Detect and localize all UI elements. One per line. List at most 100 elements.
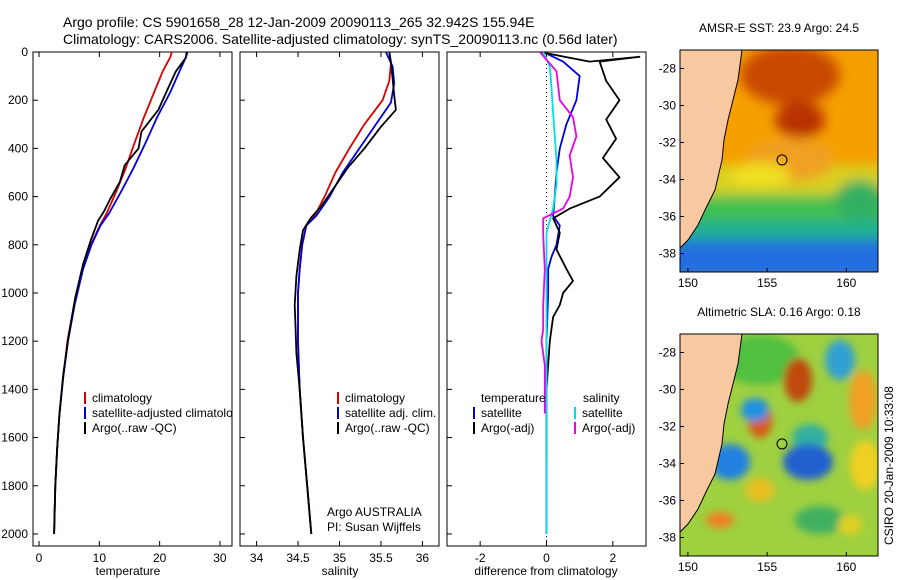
series-line-temperature-argo-adj-: [539, 52, 641, 462]
sst-blob-red1: [740, 50, 840, 105]
map-y-tick-label: -34: [659, 173, 677, 187]
sst-map-title: AMSR-E SST: 23.9 Argo: 24.5: [699, 21, 859, 35]
sla-map-field: [680, 334, 878, 556]
sla-blob-green2: [795, 506, 845, 534]
map-x-tick-label: 150: [678, 276, 698, 290]
map-x-tick-label: 155: [757, 560, 777, 574]
x-tick-label: 35.5: [369, 551, 393, 565]
sst-blob-yellow: [730, 163, 790, 187]
map-y-tick-label: -38: [659, 247, 677, 261]
y-tick-label: 600: [8, 190, 28, 204]
sst-blob-blue: [680, 240, 878, 272]
map-y-tick-label: -30: [659, 383, 677, 397]
series-line-temperature-satellite: [542, 52, 581, 534]
legend-head-temperature: temperature: [481, 391, 546, 405]
map-y-tick-label: -34: [659, 457, 677, 471]
temperature-legend: climatology satellite-adjusted climatolo…: [84, 391, 245, 435]
salinity-series: [293, 52, 397, 535]
sst-map-panel: AMSR-E SST: 23.9 Argo: 24.5 150 155 160 -28…: [659, 21, 879, 291]
argo-australia-label: Argo AUSTRALIA: [327, 505, 422, 519]
map-y-tick-label: -38: [659, 531, 677, 545]
difference-legend: temperature salinity satellite Argo(-adj…: [473, 391, 635, 435]
y-tick-label: 2000: [1, 527, 28, 541]
x-tick-label: 36: [416, 551, 430, 565]
sla-blob-yellow3: [838, 515, 862, 535]
sla-map-ticks: 150 155 160 -28 -30 -32 -34 -36 -38: [659, 346, 857, 575]
y-tick-label: 0: [21, 45, 28, 59]
x-tick-label: 10: [93, 551, 107, 565]
figure-title-line1: Argo profile: CS 5901658_28 12-Jan-2009 …: [63, 14, 534, 30]
map-x-tick-label: 160: [836, 276, 856, 290]
map-y-tick-label: -28: [659, 346, 677, 360]
sla-map-panel: Altimetric SLA: 0.16 Argo: 0.18: [659, 305, 879, 575]
y-tick-label: 1200: [1, 334, 28, 348]
map-y-tick-label: -32: [659, 136, 677, 150]
argo-position-marker: [776, 438, 788, 450]
x-tick-label: 20: [153, 551, 167, 565]
y-tick-label: 200: [8, 93, 28, 107]
legend-head-salinity: salinity: [583, 391, 620, 405]
sst-map-ticks: 150 155 160 -28 -30 -32 -34 -36 -38: [659, 62, 857, 291]
salinity-xlabel: salinity: [322, 564, 359, 578]
legend-label-climatology: climatology: [92, 391, 152, 405]
y-tick-label: 1800: [1, 479, 28, 493]
map-x-tick-label: 160: [836, 560, 856, 574]
temperature-xlabel: temperature: [96, 564, 161, 578]
sst-blob-green2: [835, 180, 878, 220]
y-tick-label: 1400: [1, 382, 28, 396]
legend-label-temp-argo: Argo(-adj): [481, 421, 534, 435]
salinity-legend: climatology satellite adj. clim. Argo(..…: [337, 391, 436, 435]
sst-blob-red2: [775, 102, 825, 138]
x-tick-label: 0: [543, 551, 550, 565]
sla-blob-blue1: [741, 398, 769, 422]
sla-blob-orange2: [706, 512, 734, 528]
sst-land-mass: [680, 50, 743, 249]
sla-blob-orange1: [849, 370, 877, 430]
legend-label-sal-argo: Argo(-adj): [582, 421, 635, 435]
salinity-panel: 34 34.5 35 35.5 36 salinity climatology sate…: [239, 51, 440, 578]
legend-label-argo: Argo(..raw -QC): [92, 421, 177, 435]
series-line-argo-raw-qc-: [293, 52, 397, 535]
depth-ticks: 0 200 400 600 800 1000 1200 1400 1600 1800 2000: [1, 45, 38, 541]
salinity-x-ticks: 34 34.5 35 35.5 36: [240, 51, 430, 565]
map-x-tick-label: 155: [757, 276, 777, 290]
x-tick-label: 34.5: [286, 551, 310, 565]
legend-label-argo: Argo(..raw -QC): [345, 421, 430, 435]
y-tick-label: 800: [8, 238, 28, 252]
sst-map-box: [679, 49, 879, 273]
legend-label-climatology: climatology: [345, 391, 405, 405]
sst-map-field: [680, 50, 878, 272]
sla-blobs: [706, 335, 878, 535]
legend-label-sal-satellite: satellite: [582, 406, 623, 420]
map-x-tick-label: 150: [678, 560, 698, 574]
series-line-argo-raw-qc-: [53, 52, 188, 535]
sla-map-box: [679, 333, 879, 557]
figure-title-line2: Climatology: CARS2006. Satellite-adjuste…: [63, 31, 618, 47]
sla-blob-yellow1: [850, 440, 878, 490]
sla-blob-blue2: [825, 340, 855, 380]
salinity-axes-box: [239, 51, 440, 547]
y-tick-label: 400: [8, 141, 28, 155]
map-y-tick-label: -32: [659, 420, 677, 434]
map-y-tick-label: -28: [659, 62, 677, 76]
x-tick-label: 30: [213, 551, 227, 565]
y-tick-label: 1000: [1, 286, 28, 300]
argo-position-marker: [776, 154, 788, 166]
temperature-series: [53, 52, 189, 535]
x-tick-label: -2: [475, 551, 486, 565]
difference-xlabel: difference from climatology: [474, 564, 617, 578]
map-y-tick-label: -30: [659, 99, 677, 113]
sla-land-mass: [680, 334, 743, 533]
y-tick-label: 1600: [1, 431, 28, 445]
temperature-panel: 0 200 400 600 800 1000 1200 1400 1600 1800 2000 0 1…: [1, 45, 245, 578]
legend-label-satellite: satellite-adjusted climatology: [92, 406, 245, 420]
sla-map-title: Altimetric SLA: 0.16 Argo: 0.18: [697, 305, 861, 319]
temperature-x-ticks: 0 10 20 30: [36, 52, 227, 565]
x-tick-label: 2: [609, 551, 616, 565]
x-tick-label: 34: [250, 551, 264, 565]
difference-series: [539, 52, 641, 534]
temperature-axes-box: [32, 51, 233, 547]
difference-panel: -2 0 2 difference from climatology tempera…: [446, 51, 647, 578]
map-y-tick-label: -36: [659, 210, 677, 224]
csiro-credit: CSIRO 20-Jan-2009 10:33:08: [882, 386, 896, 545]
